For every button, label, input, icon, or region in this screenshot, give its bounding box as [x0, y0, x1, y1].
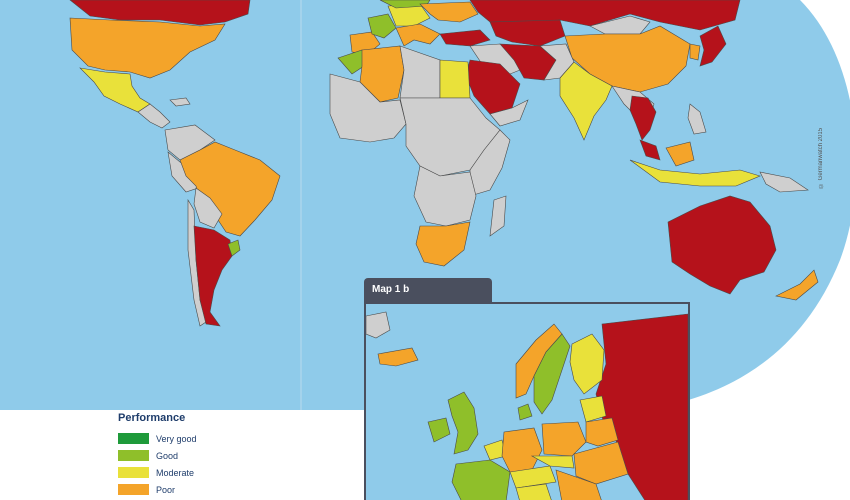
country-united-states: [69, 17, 226, 79]
legend-swatch: [118, 467, 149, 478]
legend-item-very-good: Very good: [118, 430, 318, 447]
legend-swatch: [118, 484, 149, 495]
inset-finland: [569, 333, 605, 395]
country-argentina: [193, 225, 233, 327]
country-japan: [699, 25, 727, 67]
legend: Performance Very good Good Moderate Poor: [118, 412, 318, 498]
inset-greenland-edge: [366, 311, 391, 339]
country-central-america: [137, 103, 171, 129]
country-caribbean: [169, 97, 191, 107]
inset-italy: [515, 483, 552, 500]
country-madagascar: [489, 195, 507, 237]
inset-frame: [364, 302, 690, 500]
inset-denmark: [517, 403, 533, 421]
legend-label: Moderate: [156, 467, 195, 478]
country-italy-balkans: [395, 23, 441, 47]
country-egypt: [439, 59, 471, 99]
legend-label: Very good: [156, 433, 197, 444]
country-philippines: [687, 103, 707, 135]
country-russia: [469, 0, 741, 31]
country-yemen-oman: [489, 99, 529, 127]
country-papua: [759, 171, 809, 193]
country-bolivia-paraguay: [193, 187, 223, 229]
country-malaysia: [639, 139, 661, 161]
country-ukraine-turkey: [419, 1, 479, 23]
country-turkey: [439, 29, 491, 47]
inset-czech-slovakia: [530, 455, 575, 469]
inset-iceland: [377, 347, 419, 367]
inset-sweden: [533, 333, 571, 415]
inset-switzerland-austria: [509, 465, 557, 489]
country-thailand: [629, 95, 657, 141]
copyright-credit: © Germanwatch 2015: [818, 127, 824, 188]
inset-title: Map 1 b: [364, 278, 492, 302]
inset-ireland: [427, 417, 451, 443]
country-west-africa: [329, 73, 407, 143]
country-canada: [69, 0, 251, 26]
country-india: [559, 61, 613, 141]
country-mongolia: [589, 15, 651, 35]
legend-label: Poor: [156, 484, 176, 495]
inset-hungary-romania: [555, 469, 602, 500]
legend-swatch: [118, 433, 149, 444]
country-korea: [689, 43, 701, 61]
inset-baltics: [579, 395, 607, 423]
country-borneo: [665, 141, 695, 167]
country-australia: [667, 195, 777, 295]
country-new-zealand: [775, 269, 819, 301]
country-southern-africa: [413, 165, 477, 227]
inset-ukraine: [573, 441, 629, 485]
inset-map-europe: Map 1 b: [364, 278, 690, 500]
inset-poland: [541, 421, 587, 457]
country-indonesia: [629, 159, 761, 187]
legend-label: Good: [156, 450, 179, 461]
country-china: [564, 25, 691, 93]
country-south-africa: [415, 221, 471, 267]
inset-uk: [447, 391, 479, 455]
legend-item-moderate: Moderate: [118, 464, 318, 481]
legend-item-poor: Poor: [118, 481, 318, 498]
inset-europe-svg: [366, 304, 688, 500]
legend-item-good: Good: [118, 447, 318, 464]
inset-belarus: [585, 417, 619, 447]
inset-france: [451, 459, 511, 500]
legend-title: Performance: [118, 412, 186, 424]
country-france: [367, 13, 397, 39]
legend-swatch: [118, 450, 149, 461]
country-uruguay: [227, 239, 241, 257]
